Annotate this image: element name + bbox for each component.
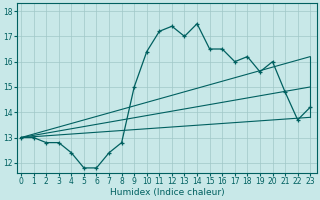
X-axis label: Humidex (Indice chaleur): Humidex (Indice chaleur) <box>109 188 224 197</box>
